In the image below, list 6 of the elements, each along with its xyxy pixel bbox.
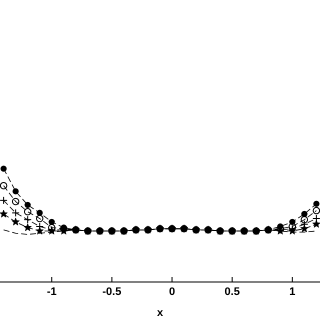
x-axis-title: x (156, 307, 164, 319)
x-tick-label: -0.5 (102, 286, 122, 298)
x-tick-label: 1 (289, 286, 296, 298)
x-tick-label: 0.5 (224, 286, 240, 298)
x-tick-label: -1 (46, 286, 57, 298)
x-tick-label: 0 (168, 286, 176, 298)
